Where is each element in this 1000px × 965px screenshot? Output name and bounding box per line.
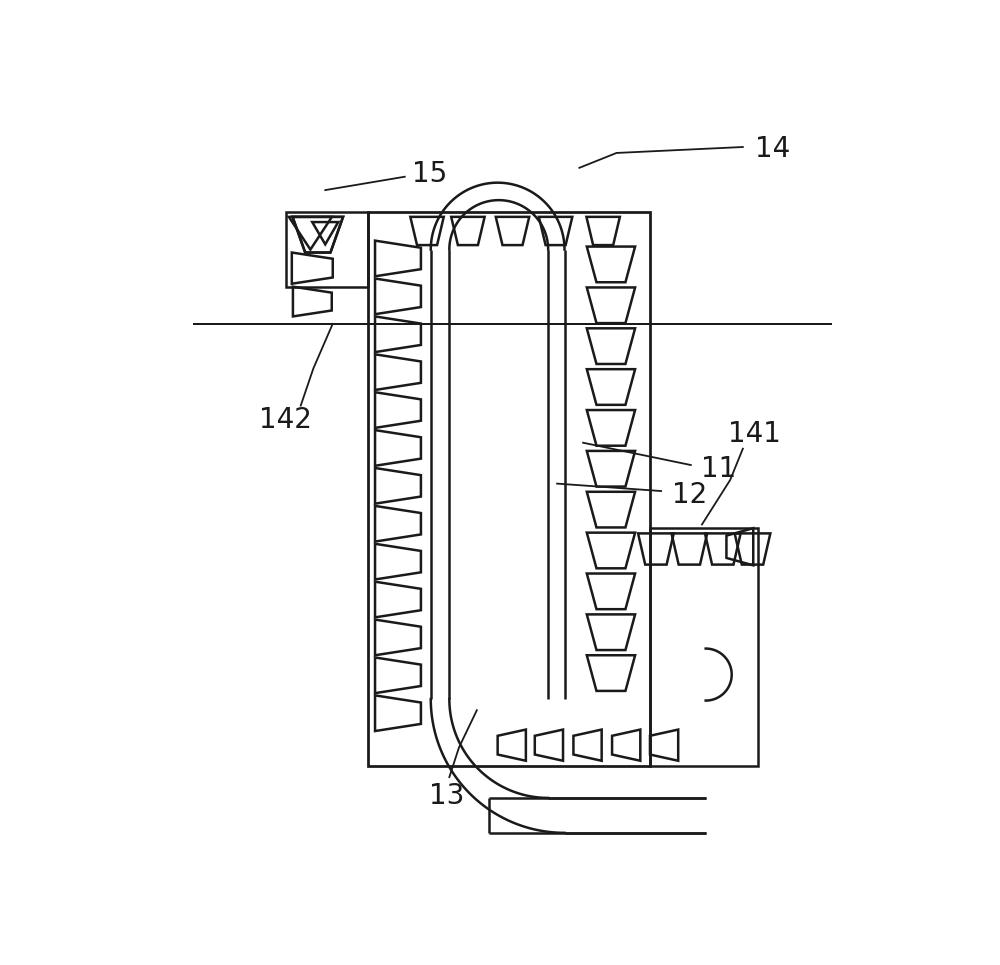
Text: 13: 13 xyxy=(429,782,465,810)
Text: 142: 142 xyxy=(259,406,312,434)
Text: 14: 14 xyxy=(755,135,790,163)
Text: 141: 141 xyxy=(728,420,780,448)
Text: 15: 15 xyxy=(412,160,447,188)
Text: 11: 11 xyxy=(701,455,737,482)
Text: 12: 12 xyxy=(672,481,707,509)
